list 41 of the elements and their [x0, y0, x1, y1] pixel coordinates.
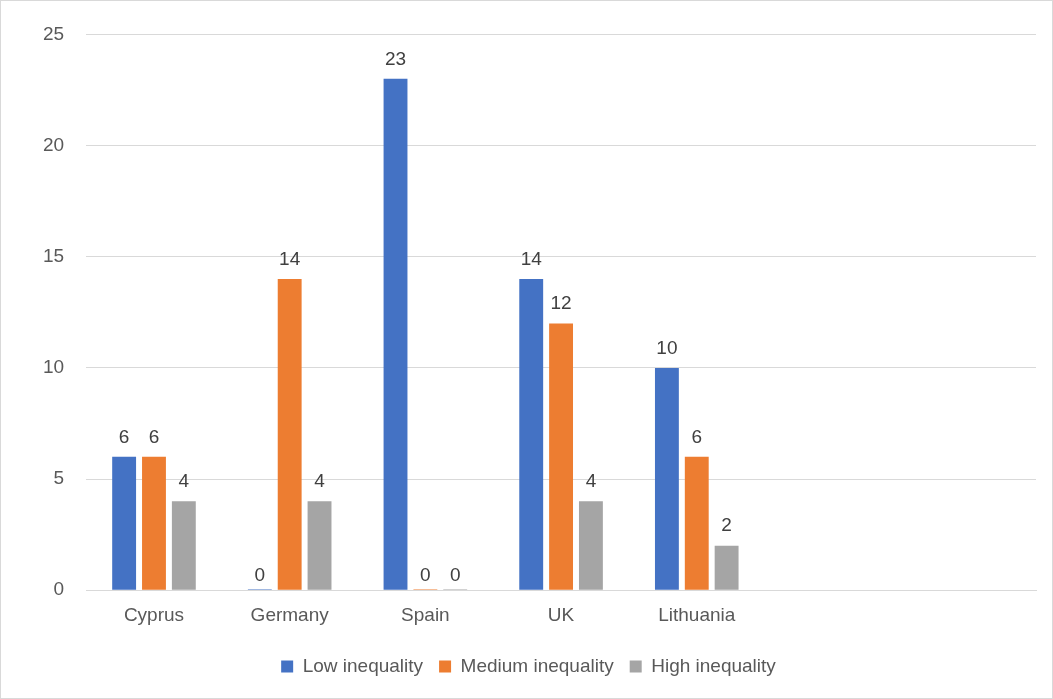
bar: [307, 501, 332, 590]
y-tick-label: 20: [42, 133, 65, 155]
data-label: 2: [721, 514, 732, 536]
data-label: 14: [279, 247, 301, 269]
data-label: 6: [118, 425, 130, 447]
x-tick-label: Germany: [250, 603, 330, 625]
data-label: 6: [148, 425, 160, 447]
legend-label: Low inequality: [302, 654, 424, 676]
y-tick-label: 0: [53, 578, 65, 600]
x-tick-label: Lithuania: [658, 603, 736, 625]
data-label: 10: [656, 336, 678, 358]
data-label: 4: [314, 470, 326, 492]
y-tick-label: 5: [53, 467, 65, 489]
x-tick-label: Cyprus: [123, 603, 185, 625]
bar: [714, 545, 739, 590]
bar: [142, 456, 166, 590]
bar: [549, 323, 574, 590]
data-label: 0: [420, 563, 431, 585]
bar: [171, 501, 196, 590]
data-label: 0: [254, 563, 266, 585]
y-tick-label: 15: [42, 244, 65, 266]
legend-label: High inequality: [651, 654, 777, 676]
data-label: 4: [178, 470, 190, 492]
data-label: 4: [585, 470, 597, 492]
bar: [519, 278, 544, 590]
bar: [112, 456, 137, 590]
x-tick-label: Spain: [401, 603, 450, 625]
data-label: 12: [550, 292, 572, 314]
legend-label: Medium inequality: [460, 654, 615, 676]
y-tick-label: 25: [42, 22, 65, 44]
bar: [578, 501, 603, 590]
bar: [654, 367, 679, 590]
data-label: 6: [691, 425, 703, 447]
data-label: 14: [520, 247, 543, 269]
data-label: 23: [384, 47, 407, 69]
x-tick-label: UK: [547, 603, 575, 625]
bar: [383, 78, 408, 590]
bar: [684, 456, 709, 590]
bar: [277, 278, 302, 590]
y-tick-label: 10: [42, 356, 65, 378]
data-label: 0: [449, 563, 461, 585]
